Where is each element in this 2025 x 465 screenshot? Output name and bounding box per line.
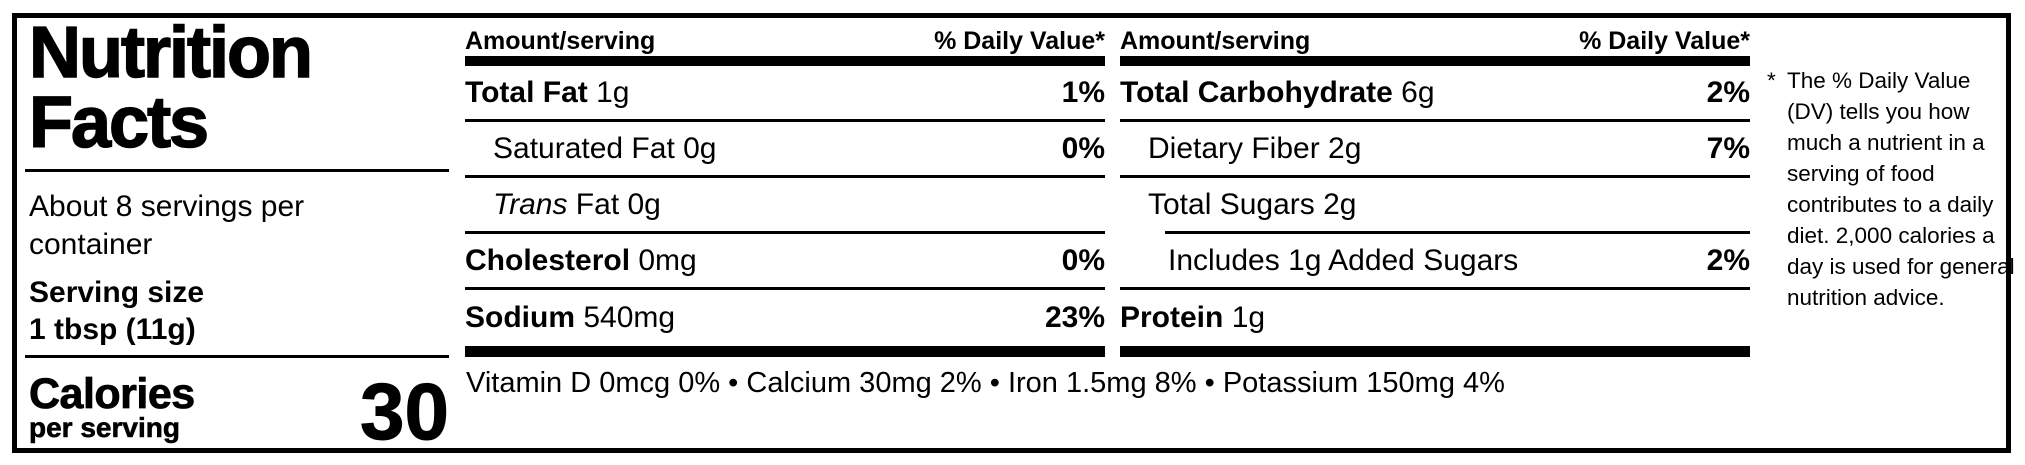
nutrient-rows: Total Carbohydrate 6g 2% Dietary Fiber 2g 7… xyxy=(1120,66,1750,346)
serving-size-value: 1 tbsp (11g) xyxy=(29,313,196,346)
micronutrients-line: Vitamin D 0mcg 0% • Calcium 30mg 2% • Ir… xyxy=(466,367,1505,399)
nutrient-row: Sodium 540mg 23% xyxy=(465,290,1105,346)
footnote-text: The % Daily Value (DV) tells you how muc… xyxy=(1787,68,2015,310)
nutrient-name: Saturated Fat 0g xyxy=(493,131,717,165)
column-header: Amount/serving % Daily Value* xyxy=(465,27,1105,56)
indented-divider xyxy=(1165,231,1750,234)
calories-labels: Calories per serving xyxy=(29,370,196,443)
calories-sublabel: per serving xyxy=(29,412,181,443)
column-header: Amount/serving % Daily Value* xyxy=(1120,27,1750,56)
bottom-bar xyxy=(1120,346,1750,357)
daily-value-percent: 23% xyxy=(1044,301,1105,334)
daily-value-percent: 1% xyxy=(1061,75,1105,109)
footnote: * The % Daily Value (DV) tells you how m… xyxy=(1767,65,2017,313)
nutrient-name: Protein 1g xyxy=(1120,301,1266,334)
nutrient-row: Dietary Fiber 2g 7% xyxy=(1120,122,1750,178)
nutrition-facts-title: Nutrition Facts xyxy=(28,13,313,163)
nutrient-row: Saturated Fat 0g 0% xyxy=(465,122,1105,178)
nutrient-row: Trans Fat 0g xyxy=(465,178,1105,234)
nutrient-row: Cholesterol 0mg 0% xyxy=(465,234,1105,290)
nutrient-row: Includes 1g Added Sugars 2% xyxy=(1120,234,1750,290)
nutrition-label: Nutrition Facts About 8 servings per con… xyxy=(12,13,2015,456)
daily-value-percent: 7% xyxy=(1706,131,1750,165)
nutrient-name: Dietary Fiber 2g xyxy=(1148,131,1362,165)
column-header-amount: Amount/serving xyxy=(465,27,656,55)
nutrient-name: Total Carbohydrate 6g xyxy=(1120,75,1435,109)
nutrient-row: Total Carbohydrate 6g 2% xyxy=(1120,66,1750,122)
daily-value-percent: 2% xyxy=(1706,243,1750,277)
bottom-bar xyxy=(465,346,1105,357)
footnote-marker: * xyxy=(1767,68,1776,93)
daily-value-percent: 2% xyxy=(1706,75,1750,109)
title-divider xyxy=(25,169,449,172)
nutrient-name: Total Fat 1g xyxy=(465,75,630,109)
nutrient-column: Amount/serving % Daily Value* Total Carb… xyxy=(1120,27,1750,357)
daily-value-percent: 0% xyxy=(1061,131,1105,165)
calories-section: Calories per serving 30 xyxy=(29,363,450,456)
serving-divider xyxy=(25,355,449,358)
column-header-daily-value: % Daily Value* xyxy=(934,27,1105,55)
header-bar xyxy=(465,56,1105,66)
serving-size-label: Serving size xyxy=(29,276,205,309)
calories-label: Calories xyxy=(29,370,196,418)
nutrient-name: Cholesterol 0mg xyxy=(465,243,697,277)
calories-value: 30 xyxy=(360,367,450,456)
nutrient-row: Total Fat 1g 1% xyxy=(465,66,1105,122)
nutrient-name: Trans Fat 0g xyxy=(493,187,661,221)
nutrient-name: Sodium 540mg xyxy=(465,301,676,334)
nutrient-name: Includes 1g Added Sugars xyxy=(1168,243,1519,277)
header-bar xyxy=(1120,56,1750,66)
nutrient-column: Amount/serving % Daily Value* Total Fat … xyxy=(465,27,1105,357)
nutrient-row: Total Sugars 2g xyxy=(1120,178,1750,231)
nutrient-rows: Total Fat 1g 1% Saturated Fat 0g 0% Trans Fa… xyxy=(465,66,1105,346)
daily-value-percent: 0% xyxy=(1061,243,1105,277)
nutrient-row: Protein 1g xyxy=(1120,290,1750,346)
column-header-daily-value: % Daily Value* xyxy=(1579,27,1750,55)
nutrient-name: Total Sugars 2g xyxy=(1148,187,1357,221)
servings-per-container: About 8 servings per container xyxy=(29,190,305,261)
column-header-amount: Amount/serving xyxy=(1120,27,1311,55)
